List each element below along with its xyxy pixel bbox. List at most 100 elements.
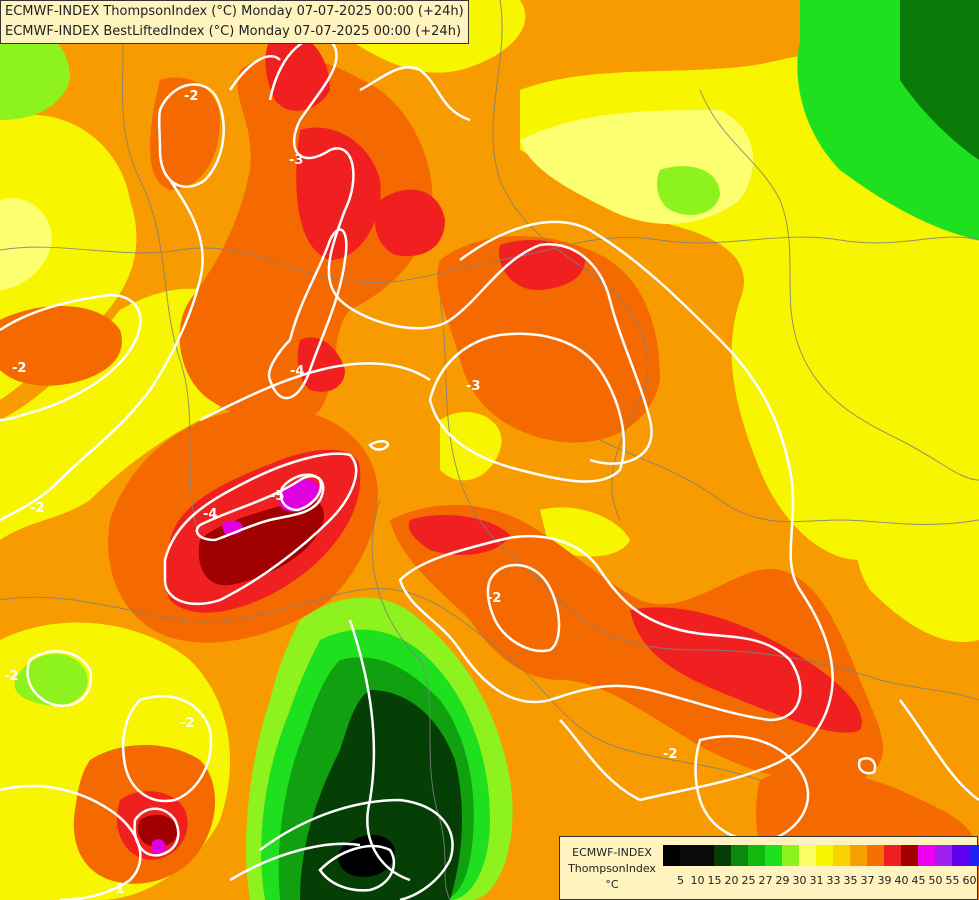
legend-swatch [816,845,833,866]
contour-label: -4 [203,507,217,522]
field-yellow-east [853,477,979,642]
field-lime-spot [657,166,720,215]
legend-tick: 39 [877,874,892,887]
legend-tick: 50 [928,874,943,887]
contour-label: -2 [12,361,26,376]
legend-swatch [714,845,731,866]
contour-west-5 [195,474,325,542]
contour-labels: -2 -3 -2 -4 -3 -4 -5 -2 -2 -2 -2 -1 -2 [4,89,677,897]
contour-west-4 [163,452,358,606]
legend-swatch [884,845,901,866]
legend-tick: 15 [707,874,722,887]
legend-tick: 33 [826,874,841,887]
legend-swatch [901,845,918,866]
legend-swatch [918,845,935,866]
color-legend: ECMWF-INDEX ThompsonIndex °C 5 10 15 20 25 27… [559,836,979,900]
contour-label: -3 [289,153,303,168]
legend-swatch [697,845,714,866]
contour-small-ring-1 [368,440,390,451]
legend-title: ECMWF-INDEX ThompsonIndex °C [564,845,660,893]
legend-swatch [969,845,979,866]
contour-west-small [26,650,93,708]
contour-center-3 [428,332,626,483]
legend-tick: 40 [894,874,909,887]
field-orangered-center [437,236,660,443]
contour-sw-2 [121,695,213,803]
contour-label: -2 [4,669,18,684]
contour-center-4 [267,228,348,400]
legend-tick: 30 [792,874,807,887]
legend-tick: 37 [860,874,875,887]
field-red-center [499,240,585,290]
contour-south-wide [559,699,979,802]
contour-south-basin-2 [318,844,396,892]
title-line-thompson: ECMWF-INDEX ThompsonIndex (°C) Monday 07… [5,4,464,19]
field-orangered-nw [0,77,220,386]
title-line-lifted: ECMWF-INDEX BestLiftedIndex (°C) Monday … [5,24,462,39]
legend-swatch [799,845,816,866]
contour-label: -3 [466,379,480,394]
field-orangered-north [179,55,433,426]
legend-swatch [765,845,782,866]
field-darkgreen-south [300,690,462,900]
legend-tick: 35 [843,874,858,887]
contour-label: -1 [110,882,124,897]
field-lime-nw [0,27,70,120]
legend-tick: 10 [690,874,705,887]
legend-tick: 55 [945,874,960,887]
contour-south-basin [229,798,454,900]
legend-tick: 29 [775,874,790,887]
field-pale [0,110,754,290]
legend-swatch [680,845,697,866]
legend-tick: 27 [758,874,773,887]
legend-swatch [935,845,952,866]
contour-west-5b [279,473,323,512]
contour-label: -4 [290,364,304,379]
field-yellow-center [440,411,630,557]
field-darkred-sw [138,814,178,847]
contour-north-3 [268,36,653,465]
legend-tick: 25 [741,874,756,887]
contour-sw-1 [0,784,142,900]
legend-swatch [850,845,867,866]
legend-line-2: ThompsonIndex [568,862,656,875]
legend-swatch [731,845,748,866]
contour-nw-wide [0,293,142,422]
contour-north-east-line [359,66,471,122]
contour-label: -5 [270,489,284,504]
legend-swatch [952,845,969,866]
field-black-south [338,835,395,877]
contour-nw-2 [157,83,225,188]
contour-north-wide [0,55,281,522]
contour-small-ring-2 [857,757,877,775]
field-darkgreen-ne [900,0,979,160]
contour-se-2b [398,535,802,722]
legend-tick: 60 [962,874,977,887]
legend-swatch [663,845,680,866]
legend-unit: °C [605,878,619,891]
legend-tick: 20 [724,874,739,887]
field-magenta-3 [151,839,166,854]
contour-label: -2 [30,501,44,516]
map-title: ECMWF-INDEX ThompsonIndex (°C) Monday 07… [0,0,469,44]
legend-line-1: ECMWF-INDEX [572,846,652,859]
legend-ticks: 5 10 15 20 25 27 29 30 31 33 35 37 39 40 45 50 55 60 [663,874,977,887]
contour-label: -2 [180,716,194,731]
legend-tick: 45 [911,874,926,887]
legend-swatch [782,845,799,866]
field-red-north [265,33,381,261]
field-darkred-west [198,499,324,586]
best-lifted-index-contours [0,36,979,900]
contour-green-line [348,619,411,882]
contour-label: -2 [487,591,501,606]
contour-center-west-line [199,362,431,422]
contour-east-big [459,220,834,802]
legend-swatch [833,845,850,866]
contour-se-2a [486,563,561,653]
field-lime-west [14,653,88,706]
legend-tick: 31 [809,874,824,887]
contour-label: -2 [663,747,677,762]
